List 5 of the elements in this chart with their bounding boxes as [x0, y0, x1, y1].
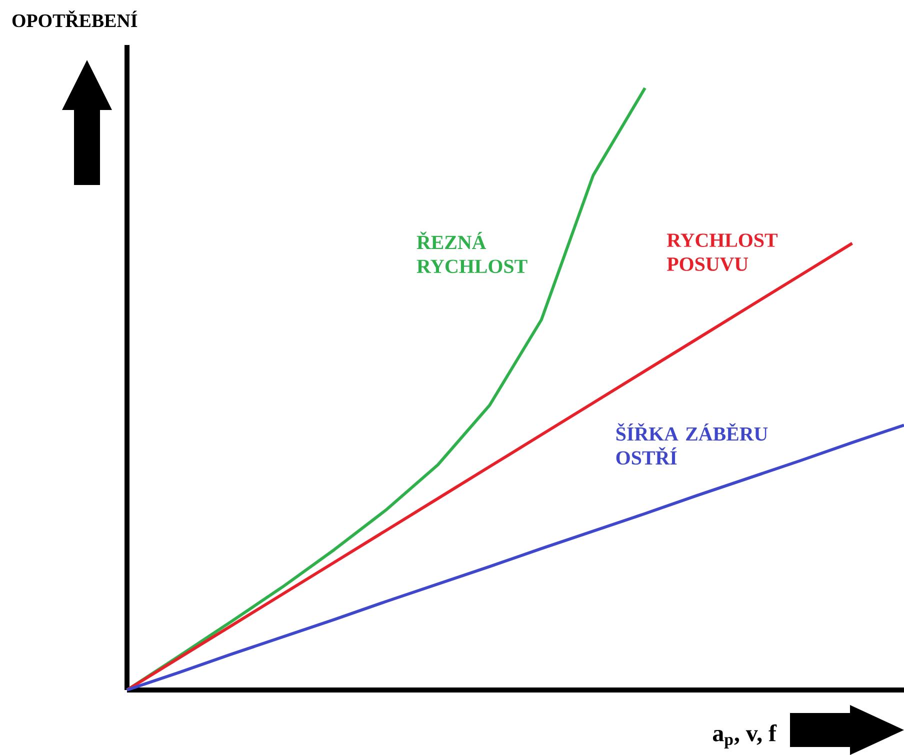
series-label: ŠÍŘKA ZÁBĚRU OSTŘÍ — [616, 423, 768, 465]
x-axis-title: a$_{p}$, v, f — [712, 724, 777, 748]
y-axis-title: OPOTŘEBENÍ — [12, 10, 138, 28]
series-label: ŘEZNÁ RYCHLOST — [416, 232, 528, 274]
series-label: RYCHLOST POSUVU — [667, 234, 778, 272]
